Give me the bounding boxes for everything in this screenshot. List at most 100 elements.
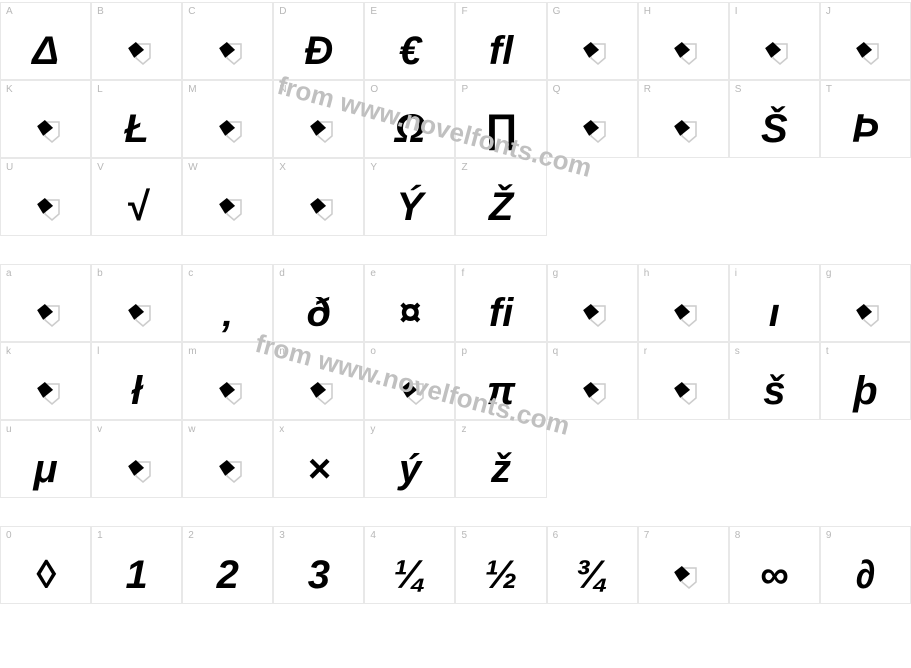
- glyph-cell: o: [364, 342, 455, 420]
- glyph-cell: h: [638, 264, 729, 342]
- glyph-display: Ý: [365, 179, 454, 235]
- notdef-glyph: [639, 547, 728, 603]
- cell-key-label: x: [279, 424, 284, 435]
- empty-cell: [820, 158, 911, 236]
- notdef-glyph: [274, 179, 363, 235]
- glyph-cell: c‚: [182, 264, 273, 342]
- cell-key-label: J: [826, 6, 831, 17]
- glyph-cell: AΔ: [0, 2, 91, 80]
- glyph-display: ∞: [730, 547, 819, 603]
- glyph-cell: X: [273, 158, 364, 236]
- cell-key-label: 9: [826, 530, 832, 541]
- empty-cell: [547, 158, 638, 236]
- cell-key-label: S: [735, 84, 742, 95]
- glyph-cell: q: [547, 342, 638, 420]
- notdef-glyph: [274, 363, 363, 419]
- glyph-display: ı: [730, 285, 819, 341]
- glyph-display: ◊: [1, 547, 90, 603]
- cell-key-label: m: [188, 346, 196, 357]
- cell-key-label: a: [6, 268, 12, 279]
- glyph-cell: fﬁ: [455, 264, 546, 342]
- notdef-glyph: [730, 23, 819, 79]
- cell-key-label: A: [6, 6, 13, 17]
- glyph-display: ½: [456, 547, 545, 603]
- glyph-cell: YÝ: [364, 158, 455, 236]
- glyph-cell: P∏: [455, 80, 546, 158]
- cell-key-label: Y: [370, 162, 377, 173]
- glyph-cell: R: [638, 80, 729, 158]
- glyph-cell: zž: [455, 420, 546, 498]
- notdef-glyph: [274, 101, 363, 157]
- cell-key-label: e: [370, 268, 376, 279]
- cell-key-label: E: [370, 6, 377, 17]
- notdef-glyph: [92, 285, 181, 341]
- cell-key-label: n: [279, 346, 285, 357]
- cell-key-label: 7: [644, 530, 650, 541]
- cell-key-label: f: [461, 268, 464, 279]
- glyph-cell: b: [91, 264, 182, 342]
- glyph-cell: SŠ: [729, 80, 820, 158]
- glyph-display: 2: [183, 547, 272, 603]
- cell-key-label: L: [97, 84, 103, 95]
- glyph-cell: Q: [547, 80, 638, 158]
- glyph-display: ž: [456, 441, 545, 497]
- glyph-cell: I: [729, 2, 820, 80]
- notdef-glyph: [821, 23, 910, 79]
- cell-key-label: s: [735, 346, 740, 357]
- notdef-glyph: [183, 23, 272, 79]
- cell-key-label: d: [279, 268, 285, 279]
- cell-key-label: N: [279, 84, 286, 95]
- glyph-display: ¼: [365, 547, 454, 603]
- cell-key-label: O: [370, 84, 378, 95]
- notdef-glyph: [1, 363, 90, 419]
- notdef-glyph: [183, 363, 272, 419]
- glyph-display: ¤: [365, 285, 454, 341]
- cell-key-label: G: [553, 6, 561, 17]
- glyph-cell: dð: [273, 264, 364, 342]
- cell-key-label: 5: [461, 530, 467, 541]
- cell-key-label: v: [97, 424, 102, 435]
- glyph-display: ﬁ: [456, 285, 545, 341]
- empty-cell: [638, 420, 729, 498]
- cell-key-label: Q: [553, 84, 561, 95]
- empty-cell: [638, 158, 729, 236]
- glyph-cell: M: [182, 80, 273, 158]
- glyph-display: Δ: [1, 23, 90, 79]
- glyph-cell: 9∂: [820, 526, 911, 604]
- notdef-glyph: [548, 23, 637, 79]
- glyph-cell: K: [0, 80, 91, 158]
- glyph-cell: Fﬂ: [455, 2, 546, 80]
- glyph-cell: ZŽ: [455, 158, 546, 236]
- cell-key-label: I: [735, 6, 738, 17]
- glyph-cell: 7: [638, 526, 729, 604]
- glyph-cell: uμ: [0, 420, 91, 498]
- glyph-cell: e¤: [364, 264, 455, 342]
- cell-key-label: 6: [553, 530, 559, 541]
- cell-key-label: 4: [370, 530, 376, 541]
- cell-key-label: z: [461, 424, 466, 435]
- notdef-glyph: [183, 179, 272, 235]
- font-character-map: { "grid": { "cell_border_color": "#e8e8e…: [0, 2, 911, 604]
- glyph-cell: LŁ: [91, 80, 182, 158]
- glyph-display: Đ: [274, 23, 363, 79]
- glyph-cell: OΩ: [364, 80, 455, 158]
- lowercase-grid: abc‚dðe¤fﬁghiıgklłmnopπqrsštþuμvwx×yýzž: [0, 264, 911, 498]
- cell-key-label: 8: [735, 530, 741, 541]
- glyph-cell: H: [638, 2, 729, 80]
- glyph-display: ∏: [456, 101, 545, 157]
- glyph-cell: V√: [91, 158, 182, 236]
- glyph-cell: 22: [182, 526, 273, 604]
- notdef-glyph: [639, 285, 728, 341]
- empty-cell: [729, 158, 820, 236]
- glyph-display: ×: [274, 441, 363, 497]
- glyph-cell: g: [547, 264, 638, 342]
- cell-key-label: Z: [461, 162, 467, 173]
- cell-key-label: X: [279, 162, 286, 173]
- cell-key-label: w: [188, 424, 195, 435]
- glyph-display: Ł: [92, 101, 181, 157]
- notdef-glyph: [92, 23, 181, 79]
- glyph-display: ∂: [821, 547, 910, 603]
- glyph-cell: sš: [729, 342, 820, 420]
- glyph-cell: C: [182, 2, 273, 80]
- cell-key-label: q: [553, 346, 559, 357]
